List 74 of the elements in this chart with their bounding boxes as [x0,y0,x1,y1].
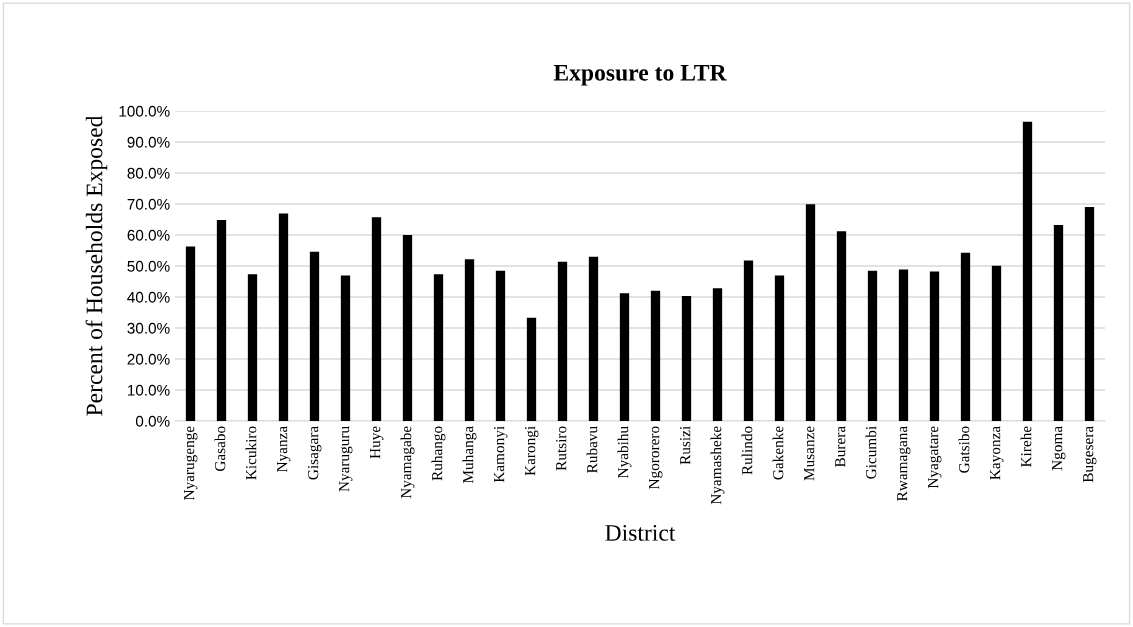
x-tick-label: Rulindo [741,426,753,475]
x-tick-label: Musanze [804,426,815,481]
chart-title: Exposure to LTR [553,64,727,86]
x-tick-label: Nyarugenge [184,426,198,501]
bar [991,265,1002,421]
y-tick-label: 70.0% [127,198,170,210]
bar [1053,225,1064,421]
x-tick-label: Kicukiro [245,426,257,480]
bar [216,220,227,421]
y-tick-label: 30.0% [127,322,170,334]
x-tick-label: Ngoma [1052,426,1066,471]
x-tick-label: Ngororero [649,426,663,490]
bar [774,275,785,421]
bar [557,261,568,421]
x-tick-label: Gisagara [308,426,322,480]
bar [495,270,506,421]
y-axis-title: Percent of Households Exposed [85,115,108,416]
bar [588,256,599,421]
bar [960,252,971,421]
x-tick-label: Huye [370,426,384,459]
bar [619,293,630,421]
y-tick-label: 100.0% [119,105,170,117]
x-tick-label: Gatsibo [958,426,970,473]
x-tick-label: Rubavu [586,426,598,473]
x-tick-label: Burera [835,426,846,467]
y-tick-label: 40.0% [127,291,170,303]
x-tick-label: Bugesera [1083,426,1097,483]
x-tick-label: Karongi [525,426,539,476]
x-tick-label: Gicumbi [865,426,877,479]
bar [681,296,692,421]
x-tick-label: Nyagatare [928,426,942,489]
y-tick-label: 90.0% [127,136,170,148]
bar [247,274,258,421]
bar [1022,121,1033,421]
bar [309,251,320,421]
x-tick-label: Kamonyi [494,426,508,483]
y-tick-label: 20.0% [127,353,170,365]
x-axis-title: District [605,524,676,541]
bar [805,204,816,421]
x-tick-label: Nyamagabe [400,426,415,499]
bar [464,259,475,421]
x-tick-label: Gasabo [214,426,226,472]
bar [867,270,878,421]
bar [650,290,661,421]
x-tick-label: Gakenke [772,426,784,480]
bar [1084,207,1095,421]
bar [712,288,723,421]
x-tick-label: Rwamagana [897,426,911,501]
x-tick-label: Rusizi [680,426,691,465]
y-tick-label: 50.0% [127,260,170,272]
bar [898,269,909,421]
y-tick-label: 80.0% [127,167,170,179]
bar [340,275,351,421]
bar [402,235,413,421]
bar [278,213,289,421]
y-tick-label: 60.0% [127,229,170,241]
x-tick-label: Nyabihu [617,426,632,479]
bar [836,231,847,421]
bar [526,317,537,421]
y-tick-label: 0.0% [135,415,170,427]
x-tick-label: Nyamasheke [710,426,725,505]
x-tick-label: Nyanza [277,426,291,473]
bar [743,260,754,421]
x-tick-label: Ruhango [431,426,446,481]
x-tick-label: Kirehe [1020,426,1032,467]
x-tick-label: Nyaruguru [339,426,353,492]
bar [433,274,444,421]
x-tick-label: Muhanga [462,426,477,484]
x-tick-label: Rutsiro [556,426,567,471]
bar [185,246,196,421]
x-tick-label: Kayonza [990,426,1004,480]
bar [371,217,382,421]
bar [929,271,940,421]
y-tick-label: 10.0% [127,384,170,396]
